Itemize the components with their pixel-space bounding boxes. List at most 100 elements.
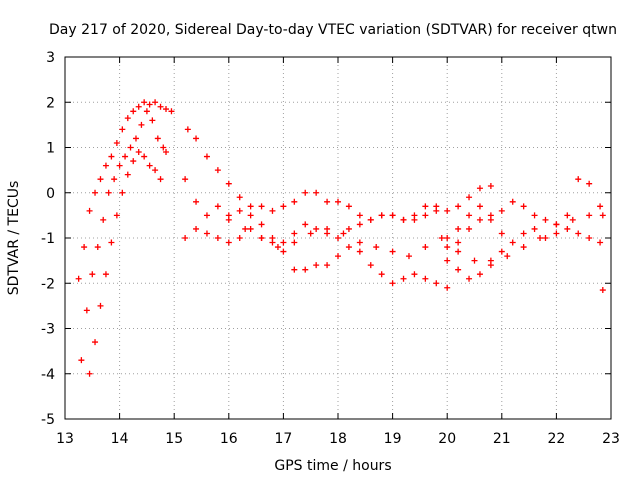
data-point-sat-E	[335, 253, 341, 260]
x-axis-label: GPS time / hours	[274, 458, 391, 474]
data-point-sat-D	[258, 203, 265, 210]
data-point-sat-F	[422, 212, 429, 219]
data-point-sat-C	[135, 149, 142, 156]
data-point-sat-I	[564, 225, 571, 232]
data-point-sat-A	[119, 126, 126, 133]
data-point-sat-F	[214, 235, 221, 241]
y-tick-label: 0	[46, 186, 55, 202]
data-point-sat-C	[86, 370, 93, 377]
data-point-sat-G	[324, 225, 331, 232]
data-point-sat-F	[498, 230, 505, 237]
data-point-sat-A	[168, 108, 175, 115]
data-point-sat-F	[400, 216, 407, 223]
y-axis-label: SDTVAR / TECUs	[6, 181, 22, 296]
data-point-sat-E	[356, 248, 363, 255]
data-point-sat-D	[422, 203, 429, 210]
data-point-sat-I	[597, 239, 604, 246]
data-point-sat-B	[94, 244, 101, 251]
data-point-sat-D	[225, 180, 232, 187]
data-point-sat-F	[367, 216, 374, 223]
data-point-sat-E	[280, 248, 287, 255]
data-point-sat-E	[302, 266, 309, 273]
data-point-sat-H	[476, 203, 483, 210]
data-point-sat-I	[520, 230, 527, 237]
data-point-sat-C	[157, 176, 164, 183]
data-point-sat-H	[487, 216, 494, 223]
data-point-sat-F	[345, 225, 352, 232]
x-tick-label: 23	[602, 431, 620, 447]
data-point-sat-E	[411, 271, 418, 278]
data-point-sat-G	[520, 244, 527, 251]
data-point-sat-E	[324, 262, 331, 269]
y-tick-label: -5	[41, 412, 55, 428]
x-tick-label: 14	[111, 431, 129, 447]
data-point-sat-E	[345, 244, 352, 251]
data-point-sat-A	[108, 153, 115, 160]
data-point-sat-A	[113, 139, 120, 146]
data-point-sat-A	[124, 115, 131, 122]
data-point-sat-A	[102, 162, 109, 169]
data-point-sat-H	[542, 216, 549, 223]
data-point-sat-D	[345, 203, 352, 210]
data-point-sat-G	[586, 212, 593, 219]
x-tick-label: 19	[384, 431, 402, 447]
data-point-sat-D	[184, 126, 191, 133]
data-point-sat-F	[411, 216, 418, 223]
data-point-sat-F	[291, 230, 298, 237]
data-point-sat-D	[214, 167, 221, 174]
data-point-sat-D	[487, 182, 494, 189]
data-point-sat-G	[471, 257, 478, 264]
data-point-sat-G	[438, 235, 445, 241]
chart-title: Day 217 of 2020, Sidereal Day-to-day VTE…	[49, 22, 617, 38]
data-point-sat-I	[575, 230, 582, 237]
data-point-sat-E	[247, 212, 254, 219]
data-point-sat-A	[135, 103, 142, 110]
data-point-sat-B	[132, 135, 139, 142]
data-point-sat-H	[553, 221, 560, 228]
data-point-sat-D	[444, 207, 451, 214]
data-point-sat-C	[119, 189, 126, 196]
data-point-sat-H	[509, 198, 516, 205]
data-point-sat-I	[444, 257, 451, 264]
data-point-sat-I	[542, 235, 549, 241]
data-point-sat-B	[83, 307, 90, 314]
data-point-sat-B	[143, 108, 150, 115]
data-point-sat-F	[433, 207, 440, 214]
data-point-sat-F	[444, 235, 451, 241]
data-point-sat-G	[373, 244, 380, 251]
data-point-sat-E	[433, 280, 440, 287]
y-tick-label: 2	[46, 95, 55, 111]
data-point-sat-C	[163, 149, 170, 156]
x-tick-label: 22	[547, 431, 565, 447]
data-point-sat-F	[313, 225, 320, 232]
data-point-sat-H	[575, 176, 582, 183]
data-point-sat-E	[258, 221, 265, 228]
data-point-sat-I	[487, 257, 494, 264]
data-point-sat-H	[586, 180, 593, 187]
data-point-sat-A	[97, 176, 104, 183]
data-point-sat-D	[356, 212, 363, 219]
data-point-sat-F	[476, 216, 483, 223]
data-point-sat-E	[203, 212, 210, 219]
data-point-sat-H	[466, 212, 473, 219]
data-point-sat-H	[520, 203, 527, 210]
data-point-sat-C	[113, 212, 120, 219]
data-point-sat-I	[466, 275, 473, 282]
data-point-sat-C	[108, 239, 115, 246]
data-point-sat-A	[146, 101, 153, 108]
data-point-sat-A	[152, 99, 159, 106]
x-tick-label: 18	[329, 431, 347, 447]
data-point-sat-A	[81, 244, 88, 251]
data-point-sat-F	[356, 221, 363, 228]
data-point-sat-E	[182, 176, 189, 183]
data-point-sat-G	[242, 225, 249, 232]
x-tick-label: 17	[274, 431, 292, 447]
data-point-sat-G	[455, 248, 462, 255]
x-tick-label: 13	[56, 431, 74, 447]
data-point-sat-A	[141, 99, 148, 106]
data-point-sat-C	[152, 167, 159, 174]
data-point-sat-B	[105, 189, 112, 196]
y-tick-label: -2	[41, 276, 55, 292]
data-point-sat-G	[599, 212, 606, 219]
